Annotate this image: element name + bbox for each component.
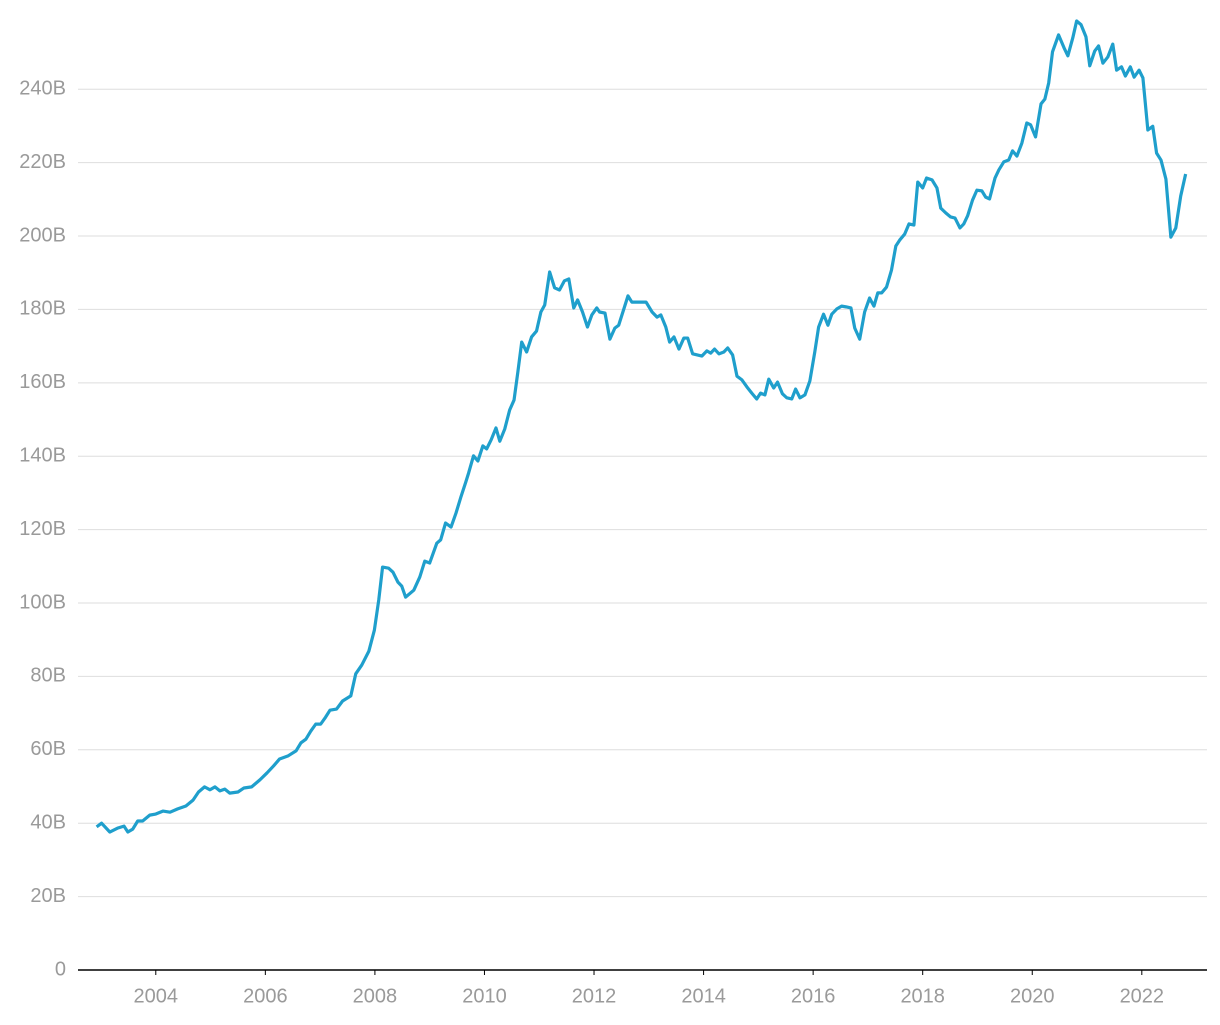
x-tick-label: 2012 <box>572 985 617 1007</box>
y-tick-label: 180B <box>19 298 66 320</box>
x-tick-label: 2020 <box>1010 985 1055 1007</box>
y-tick-label: 120B <box>19 518 66 540</box>
y-tick-label: 0 <box>55 958 66 980</box>
x-tick-label: 2004 <box>134 985 179 1007</box>
x-tick-label: 2010 <box>462 985 507 1007</box>
y-tick-label: 20B <box>30 885 66 907</box>
y-tick-label: 140B <box>19 445 66 467</box>
y-tick-label: 240B <box>19 78 66 100</box>
x-tick-label: 2016 <box>791 985 836 1007</box>
x-tick-label: 2014 <box>681 985 726 1007</box>
y-tick-label: 200B <box>19 224 66 246</box>
x-tick-label: 2006 <box>243 985 288 1007</box>
y-tick-label: 100B <box>19 591 66 613</box>
x-tick-label: 2018 <box>900 985 945 1007</box>
y-tick-label: 80B <box>30 665 66 687</box>
data-line <box>95 19 1188 834</box>
x-tick-label: 2008 <box>353 985 398 1007</box>
y-tick-label: 220B <box>19 151 66 173</box>
y-tick-label: 160B <box>19 371 66 393</box>
y-tick-label: 40B <box>30 811 66 833</box>
x-tick-label: 2022 <box>1120 985 1165 1007</box>
y-tick-label: 60B <box>30 738 66 760</box>
